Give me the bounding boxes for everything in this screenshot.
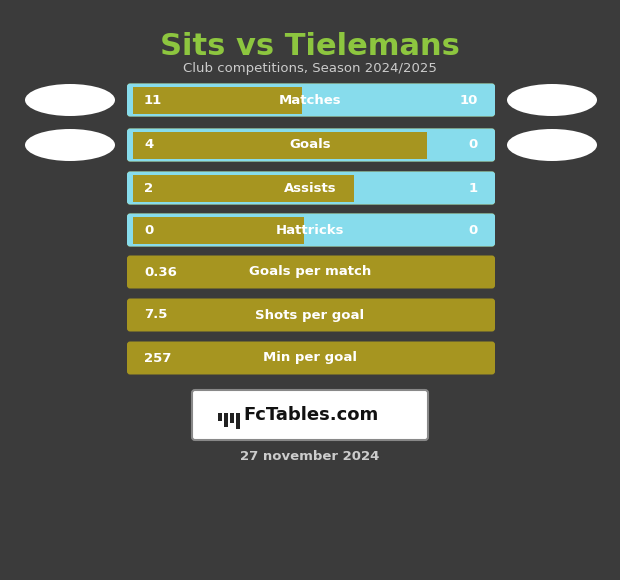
- Ellipse shape: [507, 129, 597, 161]
- Text: 7.5: 7.5: [144, 309, 167, 321]
- Ellipse shape: [25, 84, 115, 116]
- Text: FcTables.com: FcTables.com: [243, 406, 378, 424]
- FancyBboxPatch shape: [127, 256, 495, 288]
- Text: Shots per goal: Shots per goal: [255, 309, 365, 321]
- Text: Assists: Assists: [284, 182, 336, 194]
- Bar: [236, 413, 240, 429]
- Bar: [133, 175, 355, 201]
- FancyBboxPatch shape: [127, 84, 495, 117]
- Bar: [133, 216, 304, 244]
- Bar: [304, 216, 308, 244]
- FancyBboxPatch shape: [127, 129, 495, 161]
- Bar: [224, 413, 228, 427]
- FancyBboxPatch shape: [127, 172, 495, 205]
- Text: Matches: Matches: [278, 93, 342, 107]
- FancyBboxPatch shape: [127, 172, 495, 205]
- Text: Hattricks: Hattricks: [276, 223, 344, 237]
- Text: 0.36: 0.36: [144, 266, 177, 278]
- Text: Goals per match: Goals per match: [249, 266, 371, 278]
- Bar: [230, 413, 234, 423]
- Bar: [355, 175, 359, 201]
- Text: 2: 2: [144, 182, 153, 194]
- Text: Goals: Goals: [289, 139, 331, 151]
- Bar: [303, 86, 307, 114]
- FancyBboxPatch shape: [127, 84, 495, 117]
- FancyBboxPatch shape: [127, 129, 495, 161]
- Text: Min per goal: Min per goal: [263, 351, 357, 364]
- Bar: [133, 86, 303, 114]
- Ellipse shape: [25, 129, 115, 161]
- Text: 4: 4: [144, 139, 153, 151]
- FancyBboxPatch shape: [127, 213, 495, 246]
- Text: Sits vs Tielemans: Sits vs Tielemans: [160, 32, 460, 61]
- FancyBboxPatch shape: [127, 342, 495, 375]
- Text: 257: 257: [144, 351, 171, 364]
- FancyBboxPatch shape: [127, 299, 495, 332]
- Text: 1: 1: [469, 182, 478, 194]
- Bar: [427, 132, 431, 158]
- FancyBboxPatch shape: [127, 213, 495, 246]
- Text: Club competitions, Season 2024/2025: Club competitions, Season 2024/2025: [183, 62, 437, 75]
- FancyBboxPatch shape: [192, 390, 428, 440]
- Text: 0: 0: [144, 223, 153, 237]
- Ellipse shape: [507, 84, 597, 116]
- Text: 27 november 2024: 27 november 2024: [241, 450, 379, 463]
- Text: 0: 0: [469, 223, 478, 237]
- Bar: [133, 132, 427, 158]
- Text: 0: 0: [469, 139, 478, 151]
- Text: 10: 10: [459, 93, 478, 107]
- Bar: [218, 413, 222, 421]
- Text: 11: 11: [144, 93, 162, 107]
